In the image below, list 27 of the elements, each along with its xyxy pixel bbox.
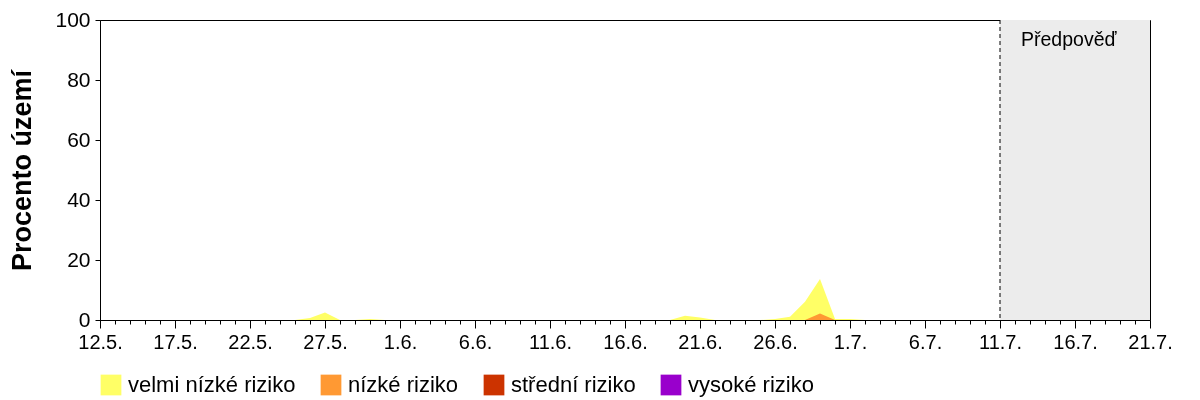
- x-tick-label: 27.5.: [303, 330, 348, 353]
- legend-label: nízké riziko: [348, 372, 459, 397]
- x-tick-label: 11.6.: [529, 330, 572, 353]
- x-tick-label: 1.7.: [833, 330, 868, 353]
- y-tick-label: 80: [67, 67, 91, 91]
- x-tick-label: 26.6.: [753, 330, 798, 353]
- x-tick-label: 6.7.: [908, 330, 943, 353]
- y-tick-label: 100: [55, 7, 91, 31]
- y-tick-label: 40: [67, 187, 91, 211]
- x-tick-label: 11.7.: [979, 330, 1022, 353]
- y-tick-label: 20: [67, 247, 91, 271]
- x-tick-label: 6.6.: [458, 330, 493, 353]
- legend-label: vysoké riziko: [688, 372, 814, 397]
- legend-label: střední riziko: [511, 372, 636, 397]
- x-tick-label: 16.7.: [1053, 330, 1098, 353]
- x-tick-label: 21.6.: [678, 330, 723, 353]
- x-tick-label: 17.5.: [153, 330, 198, 353]
- x-tick-label: 22.5.: [228, 330, 273, 353]
- x-tick-label: 12.5.: [78, 330, 123, 353]
- x-tick-label: 21.7.: [1128, 330, 1173, 353]
- y-tick-label: 0: [78, 307, 91, 331]
- x-tick-label: 1.6.: [383, 330, 418, 353]
- y-axis-title: Procento území: [7, 68, 38, 272]
- legend-label: velmi nízké riziko: [128, 372, 296, 397]
- x-tick-label: 16.6.: [603, 330, 648, 353]
- band-label: Předpověď: [1021, 28, 1118, 50]
- y-tick-label: 60: [67, 127, 91, 151]
